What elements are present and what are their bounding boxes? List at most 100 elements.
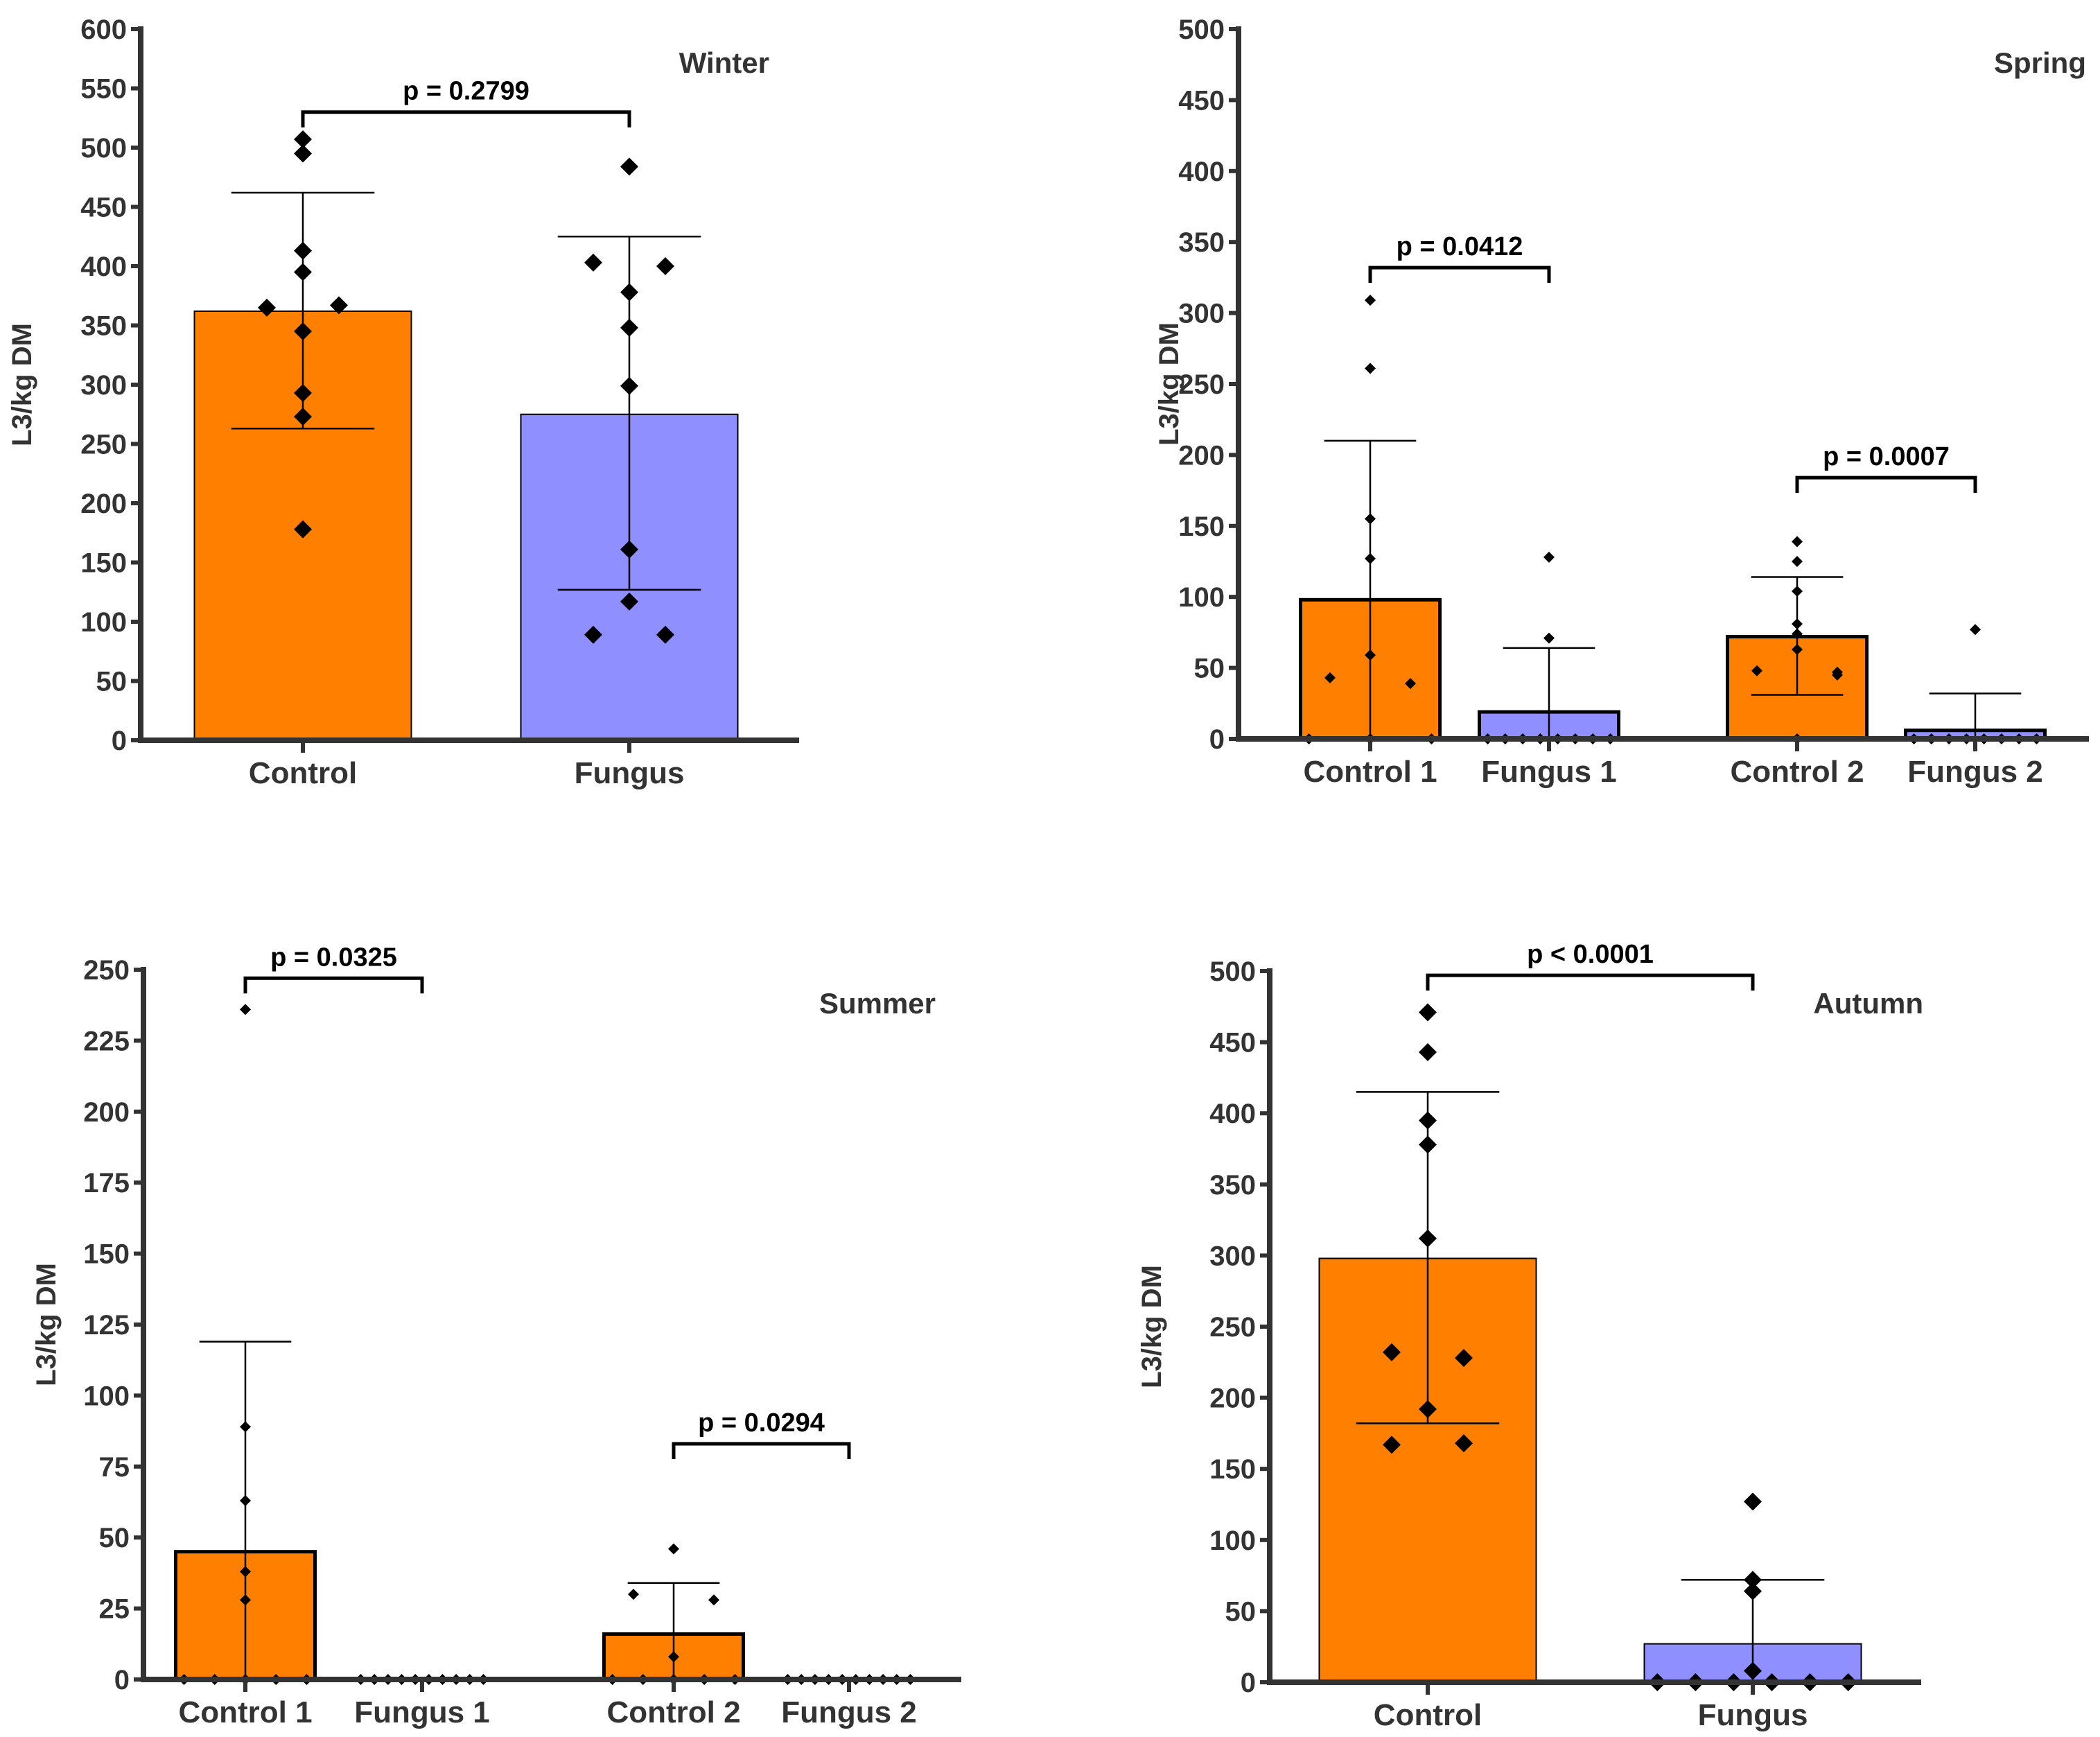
data-point — [294, 130, 312, 149]
data-point — [1543, 551, 1555, 563]
data-point — [240, 1594, 251, 1606]
y-tick-label: 175 — [83, 1168, 130, 1198]
data-point — [584, 625, 602, 644]
data-point — [620, 592, 638, 611]
y-tick-label: 225 — [83, 1026, 130, 1056]
data-point — [1832, 666, 1843, 678]
data-point — [1383, 1435, 1401, 1454]
y-tick-label: 75 — [99, 1452, 130, 1483]
data-point — [1455, 1434, 1473, 1453]
significance-bracket — [301, 110, 631, 128]
y-tick-label: 550 — [80, 74, 127, 105]
data-point — [668, 1651, 679, 1663]
data-point — [294, 383, 312, 402]
panel-spring: 0 50 100 150 200 250 300 350 400 450 500 Control 1 F… — [1154, 15, 2089, 789]
p-value-label: p = 0.0007 — [1823, 442, 1950, 471]
data-point — [1419, 1042, 1437, 1061]
x-tick-label: Fungus — [575, 756, 685, 790]
y-tick-label: 0 — [1241, 1668, 1256, 1698]
data-point — [1419, 1111, 1437, 1130]
data-point — [1792, 618, 1803, 630]
panel-summer: 0 25 50 75 100 125 150 175 200 225 250 Control 1 Fun… — [31, 943, 961, 1729]
panel-title: Spring — [1994, 46, 2086, 79]
y-tick-label: 50 — [1194, 654, 1225, 684]
data-point — [656, 625, 674, 644]
y-tick-label: 150 — [1209, 1454, 1256, 1485]
y-tick-label: 25 — [99, 1594, 130, 1625]
y-tick-label: 150 — [83, 1239, 130, 1270]
data-point — [294, 520, 312, 539]
y-tick-label: 50 — [99, 1523, 130, 1553]
y-tick-label: 0 — [1209, 724, 1225, 755]
y-tick-label: 400 — [80, 252, 127, 282]
data-point — [1455, 1349, 1473, 1368]
y-tick-label: 450 — [80, 193, 127, 223]
x-tick-label: Control 2 — [606, 1695, 740, 1729]
data-point — [668, 1543, 679, 1555]
y-tick-label: 150 — [80, 548, 127, 579]
p-value-label: p < 0.0001 — [1527, 940, 1654, 969]
significance-bracket — [1795, 475, 1977, 494]
significance-bracket — [1426, 973, 1755, 991]
y-tick-label: 250 — [83, 955, 130, 986]
data-point — [620, 283, 638, 302]
data-point — [708, 1594, 719, 1606]
y-tick-label: 600 — [80, 15, 127, 45]
data-point — [1365, 363, 1376, 374]
y-tick-label: 250 — [80, 430, 127, 460]
y-tick-label: 200 — [83, 1097, 130, 1128]
y-tick-label: 500 — [80, 133, 127, 164]
y-tick-label: 0 — [112, 726, 127, 756]
significance-bracket — [672, 1442, 851, 1460]
data-point — [1792, 628, 1803, 640]
y-tick-label: 200 — [1209, 1384, 1256, 1414]
y-tick-label: 400 — [1178, 157, 1225, 187]
data-point — [240, 1421, 251, 1433]
p-value-label: p = 0.0294 — [698, 1408, 825, 1438]
data-point — [240, 1566, 251, 1578]
y-axis-label: L3/kg DM — [31, 1263, 62, 1386]
y-axis-label: L3/kg DM — [7, 323, 37, 446]
x-tick-label: Fungus 2 — [1907, 755, 2043, 789]
y-tick-label: 0 — [114, 1665, 130, 1695]
y-tick-label: 200 — [80, 489, 127, 519]
panel-title: Winter — [679, 46, 769, 79]
data-point — [1383, 1343, 1401, 1361]
data-point — [1792, 556, 1803, 567]
data-point — [1543, 632, 1555, 644]
data-point — [294, 144, 312, 163]
y-tick-label: 500 — [1209, 957, 1256, 987]
data-point — [240, 1494, 251, 1506]
data-point — [294, 322, 312, 341]
data-point — [1419, 1400, 1437, 1419]
y-tick-label: 300 — [80, 370, 127, 401]
data-point — [1744, 1661, 1762, 1680]
panel-title: Summer — [819, 987, 936, 1020]
data-point — [620, 540, 638, 559]
data-point — [294, 241, 312, 260]
data-point — [1970, 624, 1981, 636]
data-point — [1744, 1582, 1762, 1600]
data-point — [1792, 536, 1803, 548]
data-point — [1744, 1492, 1762, 1511]
y-tick-label: 150 — [1178, 512, 1225, 542]
data-point — [1792, 586, 1803, 597]
y-tick-label: 350 — [1209, 1170, 1256, 1201]
y-tick-label: 300 — [1209, 1241, 1256, 1271]
x-tick-label: Fungus 1 — [354, 1695, 490, 1729]
p-value-label: p = 0.0325 — [270, 943, 397, 972]
y-tick-label: 250 — [1178, 369, 1225, 400]
y-tick-label: 250 — [1209, 1312, 1256, 1343]
y-tick-label: 100 — [1209, 1526, 1256, 1556]
p-value-label: p = 0.2799 — [403, 77, 530, 106]
data-point — [1792, 643, 1803, 655]
y-tick-label: 400 — [1209, 1099, 1256, 1129]
y-tick-label: 500 — [1178, 15, 1225, 45]
data-point — [1419, 1135, 1437, 1154]
data-point — [628, 1589, 639, 1600]
data-point — [1365, 552, 1376, 564]
x-tick-label: Fungus 2 — [781, 1695, 917, 1729]
panel-title: Autumn — [1813, 987, 1923, 1020]
data-point — [1365, 295, 1376, 306]
data-point — [1419, 1229, 1437, 1248]
